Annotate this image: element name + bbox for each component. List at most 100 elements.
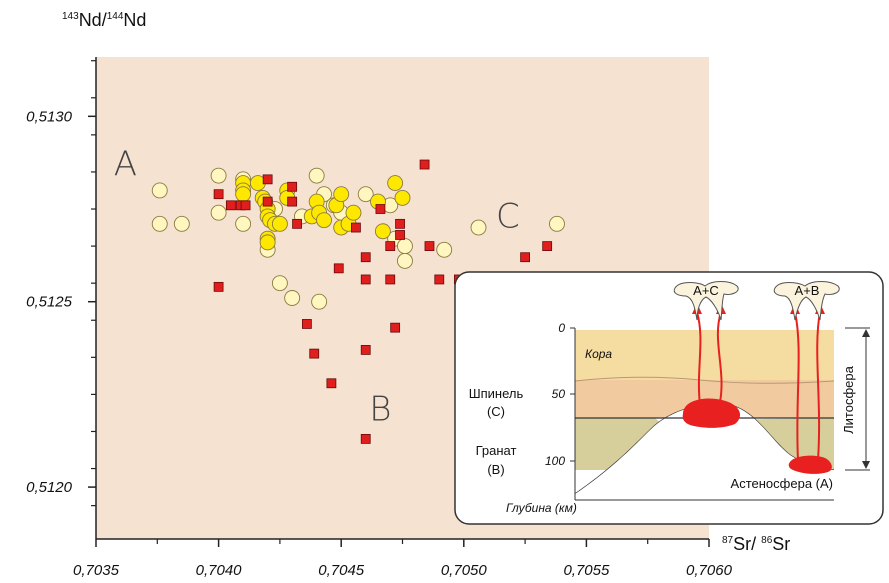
y-tick-label: 0,5120 <box>26 479 73 496</box>
depth-tick-label-0: 0 <box>558 321 565 335</box>
data-point-circle-yellow <box>259 234 276 251</box>
data-point-square-red <box>395 230 405 240</box>
depth-tick-label-50: 50 <box>552 387 566 401</box>
data-point-square-red <box>360 433 371 444</box>
region-labels: A B C <box>114 145 520 430</box>
y-label-sup2: 144 <box>106 11 124 22</box>
data-point-square-red <box>287 196 298 207</box>
inset-diagram: A+C A+B Литосфера Кора 0 50 100 Шпинель … <box>454 271 884 525</box>
data-point-square-red <box>351 222 361 233</box>
data-point-square-red <box>213 281 224 292</box>
x-tick-label: 0,7055 <box>563 562 610 579</box>
inset-label-ac: A+C <box>693 283 719 298</box>
data-point-circle-yellow <box>271 215 288 232</box>
data-point-circle-cream <box>235 215 252 232</box>
inset-label-shpinel: Шпинель <box>469 386 524 401</box>
data-point-square-red <box>360 252 371 263</box>
data-point-square-red <box>333 263 344 274</box>
data-point-circle-cream <box>271 275 288 292</box>
volcano-plume-ac <box>673 281 739 321</box>
x-tick-label: 0,7045 <box>318 562 365 579</box>
melt-arrows <box>696 311 821 461</box>
data-point-square-red <box>395 218 405 229</box>
data-point-square-red <box>542 241 553 251</box>
data-point-square-red <box>424 241 435 251</box>
region-label-B: B <box>369 389 391 429</box>
y-label-text2: Nd <box>123 10 147 30</box>
data-point-square-red <box>385 274 396 285</box>
inset-label-kora: Кора <box>585 347 612 361</box>
inset-label-astenosfera: Астеносфера (А) <box>731 476 833 491</box>
data-point-square-red <box>309 348 320 359</box>
y-tick-label: 0,5125 <box>26 294 73 311</box>
inset-label-shpinel-c: (С) <box>487 404 505 419</box>
data-point-circle-yellow <box>345 204 362 221</box>
asthenosphere-area <box>575 403 834 500</box>
data-point-circle-yellow <box>394 189 411 206</box>
data-point-square-red <box>213 189 224 200</box>
x-tick-label: 0,7035 <box>73 562 120 579</box>
data-point-circle-yellow <box>333 186 350 203</box>
lithosphere-arrow-up <box>862 329 870 337</box>
data-point-circle-cream <box>311 293 328 310</box>
x-label-text1: Sr/ <box>733 534 762 554</box>
data-point-square-red <box>262 174 273 185</box>
y-label-text1: Nd/ <box>78 10 107 30</box>
inset-label-litosfera: Литосфера <box>841 365 856 433</box>
data-point-circle-yellow <box>387 175 404 192</box>
melt-blob-center <box>682 398 741 428</box>
data-point-square-red <box>292 218 302 229</box>
data-point-circle-cream <box>284 290 301 306</box>
data-point-circle-cream <box>470 219 487 236</box>
data-point-square-red <box>375 204 386 214</box>
y-label-sup1: 143 <box>62 11 79 22</box>
x-tick-label: 0,7050 <box>441 562 488 579</box>
data-point-square-red <box>385 241 396 251</box>
axis-ticks: 0,7035 0,7040 0,7045 0,7050 0,7055 0,7060 0,51… <box>26 60 733 579</box>
data-point-circle-cream <box>151 182 168 199</box>
data-point-circle-cream <box>549 215 565 232</box>
data-point-circle-cream <box>151 215 168 232</box>
data-point-square-red <box>390 322 401 333</box>
depth-tick-label-100: 100 <box>545 454 565 468</box>
data-point-circle-yellow <box>316 212 332 229</box>
inset-label-glubina: Глубина (км) <box>506 501 577 515</box>
x-label-text2: Sr <box>772 534 791 554</box>
x-axis-label: 87Sr/ 86Sr <box>722 534 790 555</box>
crust-upper <box>575 330 834 380</box>
data-point-square-red <box>225 200 236 211</box>
data-point-square-red <box>326 378 337 389</box>
data-point-circle-cream <box>436 241 453 258</box>
region-label-C: C <box>496 197 520 237</box>
data-point-circle-cream <box>357 186 374 203</box>
data-point-circle-cream <box>397 252 413 269</box>
data-point-circle-cream <box>210 204 227 221</box>
x-tick-label: 0,7040 <box>196 562 243 579</box>
melt-blob-right <box>788 455 832 474</box>
volcano-plume-ab <box>773 281 840 321</box>
data-point-square-red <box>287 181 298 192</box>
y-tick-label: 0,5130 <box>26 108 73 125</box>
data-point-circle-cream <box>210 167 227 184</box>
data-points <box>151 159 565 444</box>
inset-label-granat-b: (В) <box>487 462 504 477</box>
data-point-square-red <box>434 274 445 285</box>
data-point-square-red <box>301 319 312 329</box>
data-point-circle-yellow <box>374 223 391 240</box>
x-label-sup1: 87 <box>722 535 734 546</box>
data-point-square-red <box>419 159 430 170</box>
data-point-square-red <box>360 345 371 355</box>
inset-label-granat: Гранат <box>476 443 517 458</box>
lithosphere-arrow-down <box>862 461 870 469</box>
y-axis-label: 143Nd/144Nd <box>62 10 146 31</box>
inset-label-ab: A+B <box>795 283 820 298</box>
x-tick-label: 0,7060 <box>686 562 733 579</box>
data-point-circle-cream <box>397 238 413 255</box>
data-point-square-red <box>520 252 530 263</box>
data-point-circle-cream <box>308 167 325 184</box>
data-point-square-red <box>262 196 273 207</box>
data-point-square-red <box>360 274 371 285</box>
data-point-square-red <box>240 200 251 211</box>
x-label-sup2: 86 <box>761 535 773 546</box>
